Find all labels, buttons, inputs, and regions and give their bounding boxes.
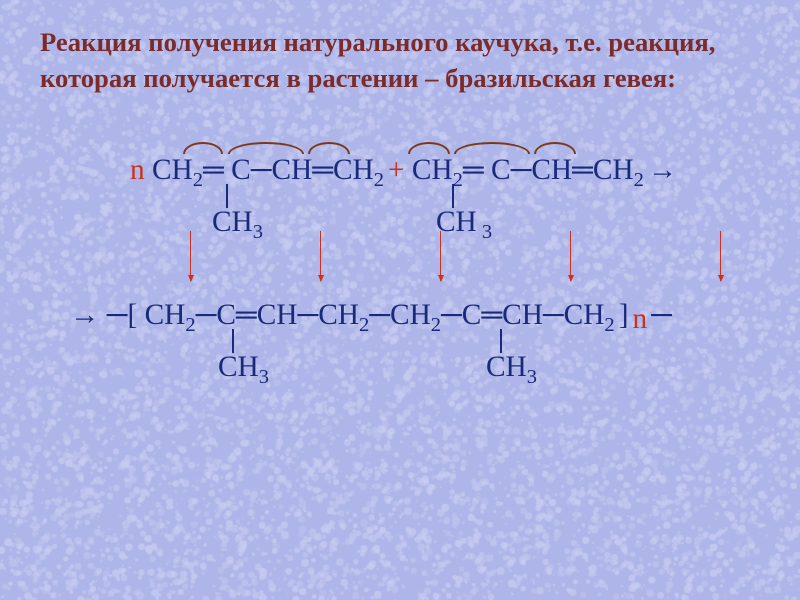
down-arrow xyxy=(440,231,441,281)
branch-bond xyxy=(226,184,228,208)
down-arrow xyxy=(190,231,191,281)
slide-content: Реакция получения натурального каучука, … xyxy=(0,0,800,356)
branch-label: CH3 xyxy=(218,351,269,384)
branch-label: CH3 xyxy=(486,351,537,384)
down-arrows-row xyxy=(110,231,760,291)
polymer-chain: CH2─C═CH─CH2─CH2─C═CH─CH2 xyxy=(145,299,615,331)
bond-arc xyxy=(308,142,350,154)
bond-arc xyxy=(534,142,576,154)
chain-tail: ─ xyxy=(651,299,672,331)
bond-arc xyxy=(454,142,530,154)
branch-bond xyxy=(232,329,234,353)
plus-sign: + xyxy=(388,154,412,186)
bond-arc xyxy=(408,142,450,154)
monomer-1: CH2═ C─CH═CH2 xyxy=(152,154,384,186)
down-arrow xyxy=(320,231,321,281)
coefficient-n: n xyxy=(130,154,152,186)
bracket-subscript-n: n xyxy=(632,303,647,335)
reaction-product: → ─[ CH2─C═CH─CH2─CH2─C═CH─CH2 ] n ─ CH3… xyxy=(70,299,760,332)
down-arrow xyxy=(570,231,571,281)
monomer-2: CH2═ C─CH═CH2 xyxy=(412,154,644,186)
branch-bond xyxy=(452,184,454,208)
bracket-close: ] xyxy=(619,299,629,331)
lead-arrow: → xyxy=(70,299,107,331)
down-arrow xyxy=(720,231,721,281)
branch-bond xyxy=(500,329,502,353)
slide-title: Реакция получения натурального каучука, … xyxy=(40,24,760,96)
bond-arc xyxy=(228,142,304,154)
bond-arc xyxy=(183,142,223,154)
reaction-reagents: n CH2═ C─CH═CH2 + CH2═ C─CH═CH2 → CH3CH … xyxy=(130,154,760,187)
reaction-arrow: → xyxy=(648,154,677,186)
bracket-open: ─[ xyxy=(107,299,145,331)
